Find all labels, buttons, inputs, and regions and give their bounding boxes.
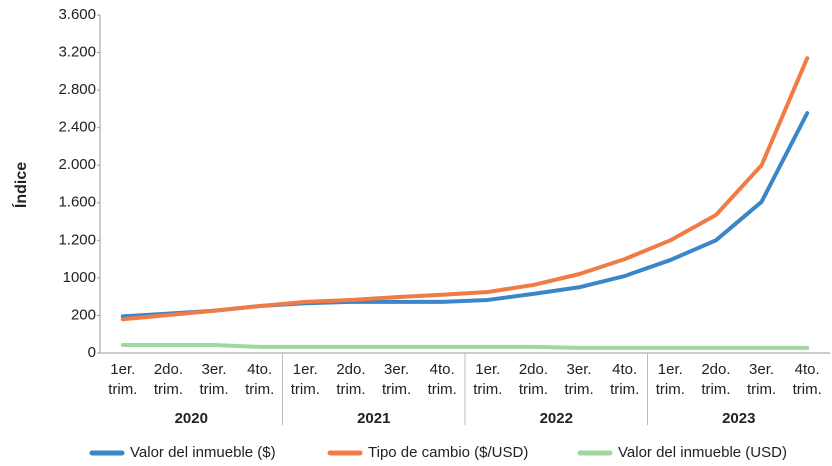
y-tick-label: 2.400 — [58, 119, 96, 136]
x-tick-label: 3er. trim. — [199, 361, 229, 398]
legend-label: Valor del inmueble ($) — [130, 444, 276, 461]
x-tick-label: 1er. trim. — [290, 361, 320, 398]
legend-label: Valor del inmueble (USD) — [618, 444, 787, 461]
series-line — [120, 343, 810, 350]
year-label: 2022 — [539, 410, 573, 427]
x-tick-label: 2do. trim. — [518, 361, 549, 398]
y-tick-label: 200 — [71, 306, 96, 323]
x-tick-label: 3er. trim. — [564, 361, 594, 398]
x-tick-label: 4to. trim. — [792, 361, 822, 398]
x-tick-label: 1er. trim. — [473, 361, 503, 398]
year-label: 2023 — [722, 410, 756, 427]
x-tick-label: 3er. trim. — [381, 361, 412, 398]
x-tick-label: 1er. trim. — [108, 361, 138, 398]
x-tick-label: 2do. trim. — [336, 361, 366, 398]
x-tick-label: 1er. trim. — [655, 361, 685, 398]
x-tick-label: 4to. trim. — [610, 361, 640, 398]
x-tick-label: 2do. trim. — [153, 361, 184, 398]
x-tick-label: 2do. trim. — [701, 361, 731, 398]
series-line — [120, 111, 810, 319]
year-label: 2021 — [357, 410, 391, 427]
y-tick-label: 0 — [88, 344, 96, 361]
y-tick-label: 1.600 — [58, 194, 96, 211]
y-tick-label: 1.200 — [58, 231, 96, 248]
x-tick-label: 4to. trim. — [427, 361, 457, 398]
year-label: 2020 — [174, 410, 208, 427]
series-line — [120, 56, 810, 322]
y-tick-label: 3.600 — [58, 6, 96, 23]
y-tick-label: 2.000 — [58, 156, 96, 173]
y-tick-label: 3.200 — [58, 44, 96, 61]
legend-label: Tipo de cambio ($/USD) — [368, 444, 528, 461]
y-axis-label: Índice — [11, 162, 30, 208]
x-tick-label: 4to. trim. — [245, 361, 275, 398]
y-tick-label: 1000 — [63, 269, 96, 286]
x-tick-label: 3er. trim. — [746, 361, 777, 398]
y-tick-label: 2.800 — [58, 81, 96, 98]
